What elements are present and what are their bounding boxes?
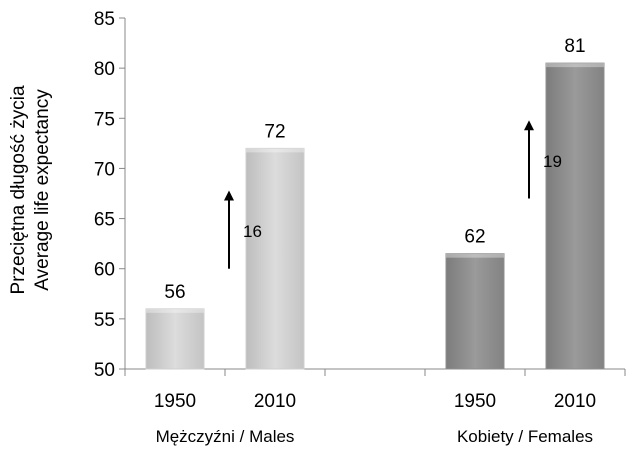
x-category-label: 1950: [154, 391, 196, 412]
y-tick-label: 80: [94, 59, 115, 80]
increase-label: 19: [543, 152, 562, 171]
bar-value-label: 72: [264, 121, 285, 142]
y-tick-label: 50: [94, 360, 115, 381]
y-tick-label: 70: [94, 159, 115, 180]
y-tick-label: 55: [94, 310, 115, 331]
x-category-label: 2010: [254, 391, 296, 412]
group-label: Mężczyźni / Males: [156, 427, 295, 446]
data-labels: 56 1950 72 2010 Mężczyźni / Males 62 1950 81 201…: [154, 36, 596, 446]
x-category-label: 1950: [454, 391, 496, 412]
y-tick-label: 65: [94, 210, 115, 231]
bar-highlight: [146, 308, 204, 313]
bar-highlight: [446, 253, 504, 258]
bars: [145, 62, 605, 370]
group-label: Kobiety / Females: [457, 427, 593, 446]
bar-value-label: 56: [164, 282, 185, 303]
x-axis: [124, 368, 626, 376]
y-tick-label: 60: [94, 260, 115, 281]
bar-value-label: 81: [564, 36, 585, 57]
bar-highlight: [246, 148, 304, 153]
increase-label: 16: [243, 222, 262, 241]
y-axis-label-line-1: Przeciętna długość życia: [8, 85, 29, 295]
bar-highlight: [546, 63, 604, 68]
x-category-label: 2010: [554, 391, 596, 412]
y-axis-title: Przeciętna długość życia Average life ex…: [8, 85, 53, 295]
bar-value-label: 62: [464, 227, 485, 248]
bar: [545, 62, 605, 370]
bar: [245, 147, 305, 370]
bar: [445, 253, 505, 370]
y-axis: 50 55 60 65 70 75 80 85: [94, 9, 126, 381]
y-axis-label-line-2: Average life expectancy: [32, 89, 53, 291]
y-tick-label: 75: [94, 109, 115, 130]
y-tick-label: 85: [94, 9, 115, 30]
bar: [145, 308, 205, 370]
